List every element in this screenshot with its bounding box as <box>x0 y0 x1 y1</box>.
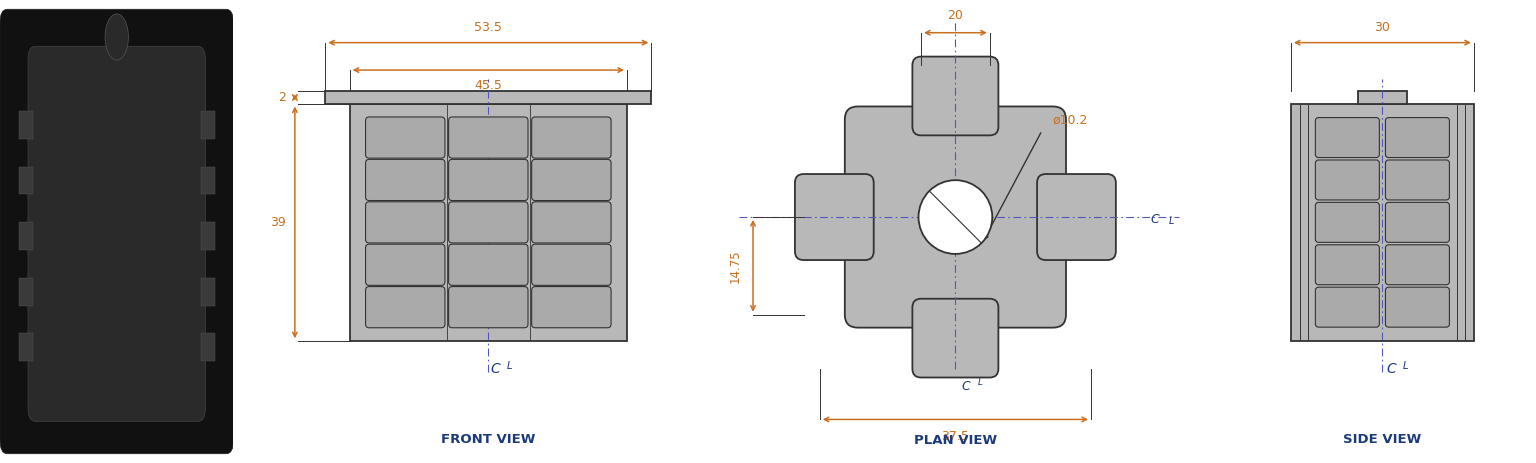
FancyBboxPatch shape <box>1385 202 1450 242</box>
Text: PLAN VIEW: PLAN VIEW <box>914 434 997 447</box>
FancyBboxPatch shape <box>1315 202 1379 242</box>
FancyBboxPatch shape <box>912 299 998 377</box>
FancyBboxPatch shape <box>449 159 528 200</box>
FancyBboxPatch shape <box>449 287 528 328</box>
Text: C: C <box>490 363 501 376</box>
FancyBboxPatch shape <box>1385 287 1450 327</box>
FancyBboxPatch shape <box>449 244 528 285</box>
FancyBboxPatch shape <box>845 106 1066 328</box>
FancyBboxPatch shape <box>912 56 998 135</box>
Bar <box>18 167 32 194</box>
Circle shape <box>919 180 992 254</box>
FancyBboxPatch shape <box>366 287 445 328</box>
FancyBboxPatch shape <box>449 117 528 158</box>
Bar <box>350 104 627 341</box>
Text: C: C <box>1387 363 1396 376</box>
Bar <box>1358 91 1407 104</box>
Bar <box>201 333 215 361</box>
Text: L: L <box>1402 361 1409 371</box>
Text: FRONT VIEW: FRONT VIEW <box>441 432 536 445</box>
FancyBboxPatch shape <box>449 202 528 243</box>
FancyBboxPatch shape <box>531 287 611 328</box>
FancyBboxPatch shape <box>796 174 874 260</box>
Text: C: C <box>1150 213 1160 225</box>
Text: L: L <box>507 361 511 371</box>
Text: 53.5: 53.5 <box>475 20 502 33</box>
FancyBboxPatch shape <box>1037 174 1115 260</box>
FancyBboxPatch shape <box>531 159 611 200</box>
FancyBboxPatch shape <box>0 9 233 454</box>
Bar <box>18 333 32 361</box>
Circle shape <box>104 14 129 60</box>
Bar <box>18 222 32 250</box>
Text: 45.5: 45.5 <box>475 79 502 92</box>
Text: 37.5: 37.5 <box>942 430 969 443</box>
Bar <box>18 278 32 306</box>
FancyBboxPatch shape <box>1385 160 1450 200</box>
Text: 14.75: 14.75 <box>730 249 742 282</box>
Bar <box>1292 104 1473 341</box>
Text: ø10.2: ø10.2 <box>1054 114 1089 127</box>
FancyBboxPatch shape <box>531 244 611 285</box>
FancyBboxPatch shape <box>366 202 445 243</box>
FancyBboxPatch shape <box>1315 160 1379 200</box>
Bar <box>201 167 215 194</box>
Text: 30: 30 <box>1375 20 1390 33</box>
Bar <box>326 91 651 104</box>
FancyBboxPatch shape <box>531 202 611 243</box>
FancyBboxPatch shape <box>1385 245 1450 285</box>
Bar <box>18 111 32 139</box>
Text: C: C <box>962 380 971 393</box>
FancyBboxPatch shape <box>1315 287 1379 327</box>
Text: 39: 39 <box>270 216 286 229</box>
FancyBboxPatch shape <box>1385 118 1450 157</box>
FancyBboxPatch shape <box>28 46 206 421</box>
Text: SIDE VIEW: SIDE VIEW <box>1344 432 1421 445</box>
Text: 2: 2 <box>278 91 286 104</box>
Text: L: L <box>1169 216 1174 226</box>
FancyBboxPatch shape <box>366 244 445 285</box>
Text: 20: 20 <box>948 9 963 22</box>
FancyBboxPatch shape <box>366 159 445 200</box>
FancyBboxPatch shape <box>366 117 445 158</box>
FancyBboxPatch shape <box>1315 118 1379 157</box>
FancyBboxPatch shape <box>531 117 611 158</box>
Bar <box>201 111 215 139</box>
Text: L: L <box>978 377 983 387</box>
FancyBboxPatch shape <box>1315 245 1379 285</box>
Bar <box>201 222 215 250</box>
Bar <box>201 278 215 306</box>
